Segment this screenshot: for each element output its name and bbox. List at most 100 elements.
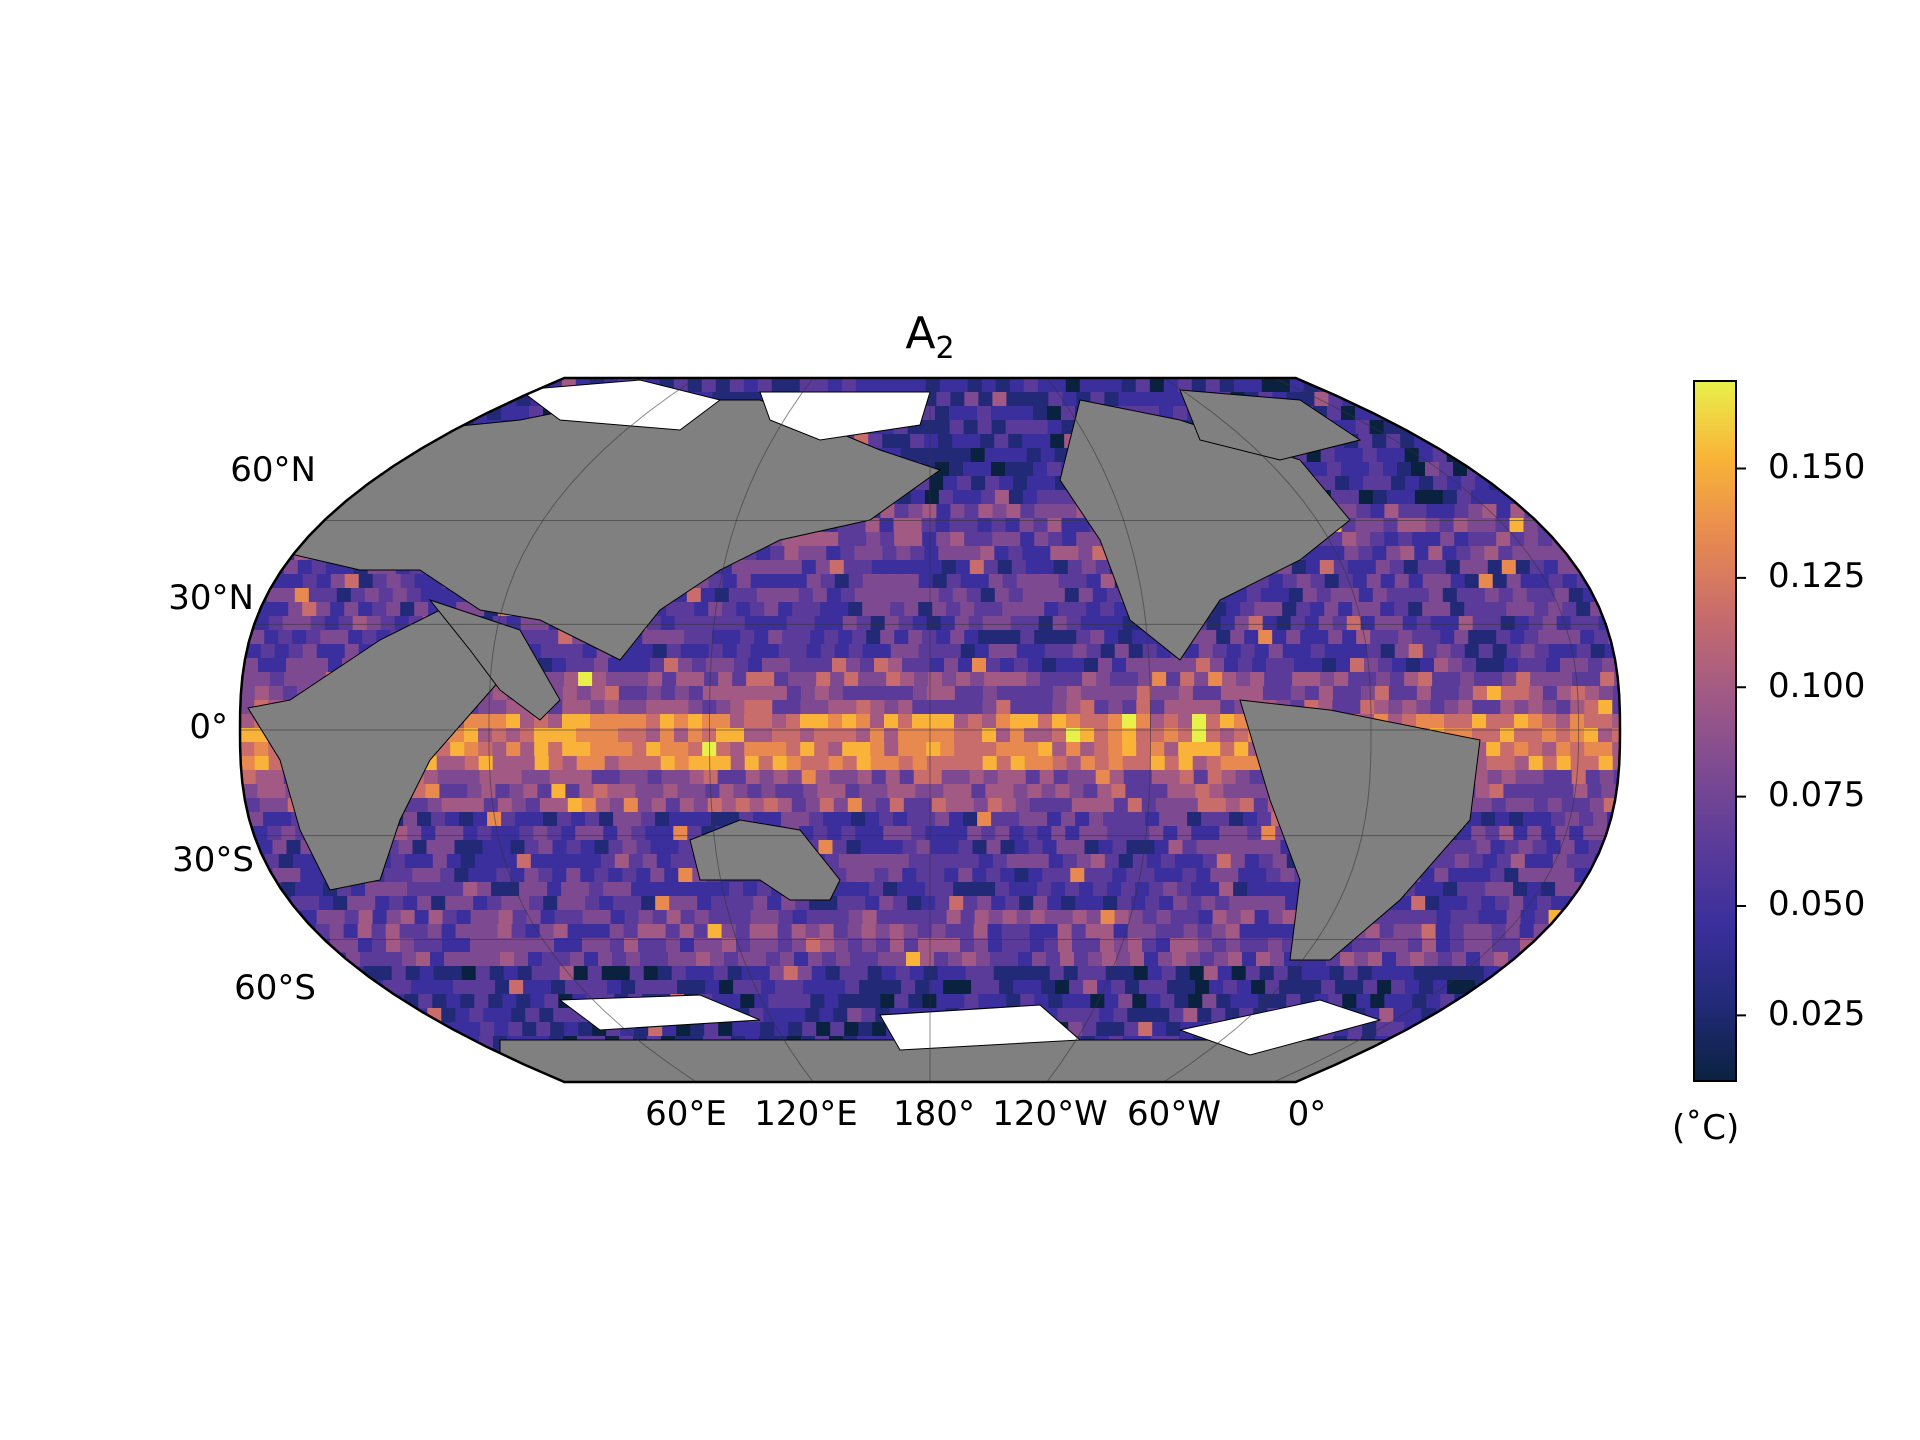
ocean-data-cell [864, 952, 879, 967]
ocean-data-cell [907, 896, 922, 911]
ocean-data-cell [421, 826, 436, 841]
ocean-data-cell [1092, 588, 1108, 603]
ocean-data-cell [1470, 546, 1485, 561]
ocean-data-cell [278, 630, 293, 645]
ocean-data-cell [926, 686, 942, 701]
ocean-data-cell [977, 420, 993, 435]
ocean-data-cell [958, 840, 973, 855]
ocean-data-cell [950, 532, 965, 547]
ocean-data-cell [778, 938, 793, 953]
ocean-data-cell [1214, 952, 1229, 967]
ocean-data-cell [1435, 924, 1451, 939]
ocean-data-cell [412, 868, 427, 883]
ocean-data-cell [1024, 616, 1040, 631]
ocean-data-cell [414, 574, 430, 589]
ocean-data-cell [1439, 462, 1454, 477]
ocean-data-cell [240, 686, 256, 701]
ocean-data-cell [501, 896, 516, 911]
lon-label-180: 180° [893, 1094, 975, 1134]
ocean-data-cell [1370, 504, 1385, 519]
ocean-data-cell [688, 700, 703, 715]
ocean-data-cell [1038, 616, 1054, 631]
ocean-data-cell [243, 784, 258, 799]
ocean-data-cell [954, 700, 969, 715]
land-polygon [240, 399, 942, 661]
ocean-data-cell [1014, 868, 1029, 883]
ocean-data-cell [1100, 910, 1116, 925]
ocean-data-cell [330, 644, 346, 659]
ocean-data-cell [433, 966, 449, 981]
ocean-data-cell [719, 980, 734, 995]
ocean-data-cell [694, 644, 710, 659]
ocean-data-cell [1478, 910, 1494, 925]
ocean-data-cell [1384, 994, 1399, 1009]
ocean-data-cell [1152, 672, 1167, 687]
ocean-data-cell [1206, 700, 1221, 715]
ocean-data-cell [733, 784, 748, 799]
ocean-data-cell [750, 602, 765, 617]
ocean-data-cell [834, 938, 849, 953]
ocean-data-cell [1004, 952, 1019, 967]
ocean-data-cell [1601, 784, 1616, 799]
ocean-data-cell [1397, 518, 1412, 533]
ocean-data-cell [456, 910, 472, 925]
ocean-data-cell [1094, 756, 1110, 771]
ocean-data-cell [1450, 644, 1466, 659]
ocean-data-cell [1430, 714, 1445, 729]
ocean-data-cell [1023, 882, 1038, 897]
ocean-data-cell [1010, 700, 1025, 715]
ocean-data-cell [391, 966, 407, 981]
ocean-data-cell [1042, 868, 1057, 883]
ocean-data-cell [463, 826, 478, 841]
ocean-data-cell [904, 602, 919, 617]
ocean-data-cell [954, 756, 970, 771]
ocean-data-cell [621, 784, 636, 799]
ocean-data-cell [1186, 952, 1201, 967]
ocean-data-cell [1280, 868, 1295, 883]
ocean-data-cell [1127, 924, 1143, 939]
ocean-data-cell [974, 574, 990, 589]
ocean-data-cell [581, 798, 597, 813]
ocean-data-cell [1398, 994, 1413, 1009]
ocean-data-cell [506, 700, 521, 715]
ocean-data-cell [1440, 532, 1455, 547]
ocean-data-cell [813, 378, 829, 393]
ocean-data-cell [1037, 378, 1053, 393]
ocean-data-cell [693, 798, 709, 813]
ocean-data-cell [254, 756, 270, 771]
ocean-data-cell [1189, 966, 1205, 981]
ocean-data-cell [967, 882, 982, 897]
ocean-data-cell [539, 798, 555, 813]
ocean-data-cell [1132, 854, 1148, 869]
ocean-data-cell [1458, 616, 1474, 631]
ocean-data-cell [1262, 686, 1278, 701]
ocean-data-cell [580, 840, 595, 855]
ocean-data-cell [1220, 728, 1235, 743]
ocean-data-cell [508, 1022, 523, 1037]
ocean-data-cell [698, 630, 713, 645]
ocean-data-cell [876, 910, 892, 925]
ocean-data-cell [1221, 770, 1237, 785]
ocean-data-cell [1081, 770, 1097, 785]
ocean-data-cell [1388, 616, 1404, 631]
ocean-data-cell [530, 854, 546, 869]
ocean-data-cell [1476, 840, 1491, 855]
ocean-data-cell [649, 980, 664, 995]
ocean-data-cell [526, 938, 541, 953]
ocean-data-cell [910, 434, 925, 449]
ocean-data-cell [1282, 574, 1298, 589]
ocean-data-cell [509, 980, 524, 995]
ocean-data-cell [716, 616, 732, 631]
ocean-data-cell [666, 938, 681, 953]
ocean-data-cell [1332, 686, 1348, 701]
ocean-data-cell [912, 700, 927, 715]
ocean-data-cell [874, 840, 889, 855]
ocean-data-cell [514, 952, 529, 967]
ocean-data-cell [1558, 672, 1573, 687]
ocean-data-cell [701, 882, 716, 897]
ocean-data-cell [659, 826, 674, 841]
ocean-data-cell [512, 938, 527, 953]
ocean-data-cell [1247, 826, 1262, 841]
ocean-data-cell [272, 840, 287, 855]
ocean-data-cell [786, 686, 802, 701]
